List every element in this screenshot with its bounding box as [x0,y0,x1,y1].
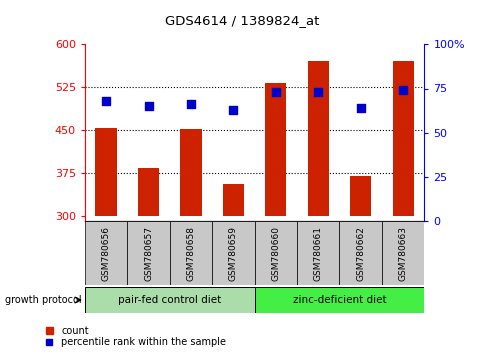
Bar [85,287,254,313]
Bar [95,128,117,216]
Point [102,98,110,104]
Point [187,102,195,107]
Bar [349,176,371,216]
Bar [127,221,169,285]
Bar [212,221,254,285]
Text: GSM780657: GSM780657 [144,225,153,281]
Bar [392,61,413,216]
Text: GSM780663: GSM780663 [398,225,407,281]
Legend: count, percentile rank within the sample: count, percentile rank within the sample [44,324,227,349]
Text: GDS4614 / 1389824_at: GDS4614 / 1389824_at [165,14,319,27]
Bar [137,168,159,216]
Text: GSM780656: GSM780656 [101,225,110,281]
Point [398,87,406,93]
Bar [307,61,328,216]
Text: GSM780662: GSM780662 [355,225,364,281]
Point [356,105,364,111]
Text: pair-fed control diet: pair-fed control diet [118,295,221,305]
Bar [222,184,243,216]
Text: growth protocol: growth protocol [5,295,81,305]
Bar [85,221,127,285]
Text: GSM780661: GSM780661 [313,225,322,281]
Bar [296,221,339,285]
Text: zinc-deficient diet: zinc-deficient diet [292,295,386,305]
Text: GSM780660: GSM780660 [271,225,280,281]
Text: GSM780659: GSM780659 [228,225,238,281]
Point [229,107,237,113]
Bar [254,287,424,313]
Text: GSM780658: GSM780658 [186,225,195,281]
Bar [180,129,201,216]
Bar [339,221,381,285]
Bar [254,221,296,285]
Bar [265,82,286,216]
Bar [169,221,212,285]
Point [272,89,279,95]
Point [314,89,321,95]
Bar [381,221,424,285]
Point [144,103,152,109]
